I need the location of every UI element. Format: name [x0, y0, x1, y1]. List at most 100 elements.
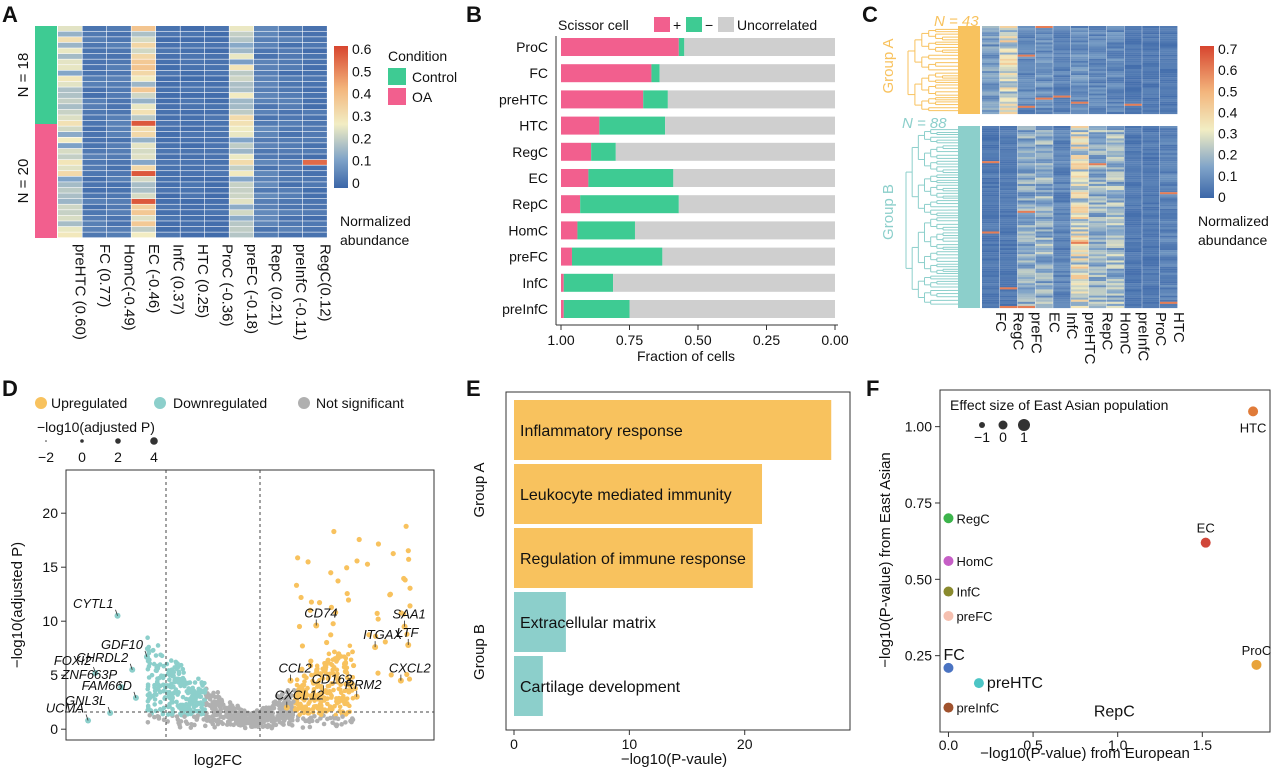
- heatmap-cell: [1017, 154, 1035, 158]
- colorbar-tick: 0.1: [352, 153, 372, 169]
- heatmap-cell: [999, 175, 1018, 178]
- heatmap-cell: [1106, 245, 1124, 249]
- bar-segment: [673, 169, 835, 187]
- volcano-point: [281, 718, 287, 724]
- heatmap-cell: [1124, 44, 1142, 47]
- heatmap-cell: [1053, 26, 1071, 29]
- y-tick-label: 5: [50, 667, 58, 683]
- heatmap-cell: [1142, 221, 1160, 224]
- heatmap-cell: [156, 204, 180, 210]
- volcano-point: [404, 671, 410, 678]
- heatmap-cell: [278, 31, 303, 37]
- heatmap-cell: [1160, 163, 1178, 166]
- gene-label: CXCL12: [275, 688, 325, 703]
- heatmap-cell: [1053, 248, 1071, 251]
- heatmap-cell: [1035, 167, 1053, 170]
- heatmap-cell: [1142, 91, 1160, 94]
- heatmap-cell: [156, 215, 180, 221]
- heatmap-cell: [1053, 225, 1071, 228]
- heatmap-cell: [58, 182, 82, 188]
- gene-label: LTF: [396, 625, 419, 640]
- heatmap-cell: [205, 215, 229, 221]
- category-label: HomC: [508, 222, 548, 238]
- heatmap-cell: [131, 126, 156, 132]
- heatmap-cell: [58, 65, 82, 71]
- heatmap-cell: [1106, 48, 1124, 51]
- volcano-point: [302, 679, 307, 684]
- bar-segment: [678, 38, 685, 56]
- heatmap-cell: [1142, 198, 1160, 201]
- volcano-point: [398, 610, 404, 616]
- heatmap-cell: [58, 92, 82, 98]
- panel-label-f: F: [866, 376, 879, 401]
- heatmap-cell: [1124, 136, 1142, 139]
- heatmap-cell: [1106, 206, 1124, 209]
- volcano-point: [155, 713, 160, 719]
- volcano-point: [348, 679, 353, 685]
- heatmap-cell: [1124, 287, 1142, 290]
- bar-segment: [634, 221, 835, 240]
- heatmap-cell: [1160, 126, 1178, 129]
- heatmap-cell: [982, 219, 1000, 222]
- heatmap-cell: [229, 53, 254, 59]
- heatmap-cell: [58, 126, 82, 132]
- heatmap-cell: [1088, 87, 1107, 90]
- heatmap-cell: [982, 58, 1000, 61]
- heatmap-cell: [1142, 206, 1160, 209]
- heatmap-cell: [1053, 105, 1071, 108]
- heatmap-cell: [982, 258, 1000, 261]
- heatmap-cell: [1053, 245, 1071, 249]
- heatmap-cell: [1124, 262, 1142, 265]
- heatmap-cell: [999, 239, 1018, 242]
- heatmap-cell: [254, 65, 278, 71]
- heatmap-cell: [107, 182, 131, 188]
- heatmap-cell: [1124, 241, 1142, 244]
- volcano-point: [284, 690, 290, 695]
- heatmap-cell: [1071, 163, 1089, 166]
- heatmap-cell: [1035, 196, 1053, 199]
- heatmap-cell: [999, 105, 1018, 108]
- heatmap-cell: [1017, 111, 1035, 115]
- heatmap-cell: [180, 31, 205, 37]
- heatmap-cell: [999, 272, 1018, 276]
- heatmap-cell: [205, 132, 229, 137]
- heatmap-cell: [1160, 48, 1178, 51]
- heatmap-cell: [1088, 254, 1107, 257]
- column-label: EC (-0.46): [145, 244, 162, 313]
- heatmap-cell: [1088, 219, 1107, 222]
- heatmap-cell: [1142, 50, 1160, 53]
- panel-label-a: A: [2, 2, 18, 27]
- heatmap-cell: [1124, 159, 1142, 162]
- volcano-point: [174, 714, 180, 719]
- volcano-point: [275, 714, 280, 719]
- heatmap-cell: [1071, 142, 1089, 145]
- heatmap-cell: [82, 226, 107, 232]
- heatmap-cell: [982, 212, 1000, 216]
- heatmap-cell: [999, 103, 1018, 106]
- heatmap-cell: [1106, 150, 1124, 153]
- heatmap-cell: [1160, 196, 1178, 199]
- heatmap-cell: [58, 176, 82, 182]
- heatmap-cell: [1160, 40, 1178, 43]
- heatmap-cell: [999, 64, 1018, 68]
- heatmap-cell: [999, 136, 1018, 139]
- volcano-point: [152, 702, 157, 707]
- heatmap-cell: [1142, 173, 1160, 176]
- volcano-point: [202, 723, 208, 729]
- heatmap-cell: [1160, 77, 1178, 80]
- heatmap-cell: [1142, 161, 1160, 164]
- heatmap-cell: [1053, 34, 1071, 37]
- heatmap-cell: [1160, 268, 1178, 271]
- heatmap-cell: [1088, 185, 1107, 189]
- heatmap-cell: [1106, 97, 1124, 100]
- x-tick-label: 0.0: [939, 737, 959, 753]
- heatmap-cell: [1124, 204, 1142, 207]
- category-label: RegC: [512, 144, 548, 160]
- volcano-point: [228, 711, 233, 717]
- volcano-point: [328, 604, 335, 610]
- heatmap-cell: [982, 159, 1000, 162]
- volcano-point: [145, 682, 151, 687]
- heatmap-cell: [1106, 291, 1124, 294]
- heatmap-cell: [1071, 152, 1089, 156]
- heatmap-cell: [1088, 248, 1107, 251]
